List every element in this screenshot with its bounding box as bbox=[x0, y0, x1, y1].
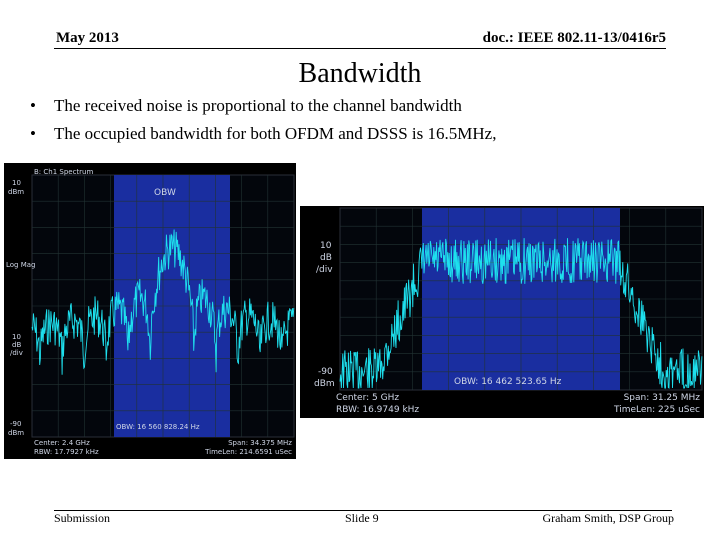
ref-bottom: -90 bbox=[318, 367, 333, 377]
center-freq: Center: 5 GHz bbox=[336, 393, 399, 403]
bullet-text: The received noise is proportional to th… bbox=[54, 96, 462, 115]
ref-bottom-unit: dBm bbox=[8, 429, 24, 437]
footer-slide-number: Slide 9 bbox=[345, 511, 379, 525]
header-doc-id: doc.: IEEE 802.11-13/0416r5 bbox=[482, 30, 666, 46]
obw-label: OBW bbox=[154, 188, 176, 198]
center-freq: Center: 2.4 GHz bbox=[34, 439, 90, 447]
bullet-text: The occupied bandwidth for both OFDM and… bbox=[54, 124, 497, 143]
div-unit: dB bbox=[12, 341, 21, 349]
obw-readout: OBW: 16 462 523.65 Hz bbox=[454, 377, 562, 387]
bullet-item: • The occupied bandwidth for both OFDM an… bbox=[30, 123, 496, 151]
footer-submission: Submission bbox=[54, 511, 111, 525]
spectrum-left-image: B: Ch1 Spectrum OBW 10 dBm Log Mag 10 dB… bbox=[4, 163, 296, 459]
ref-top: 10 bbox=[12, 179, 21, 187]
div-unit: /div bbox=[316, 265, 333, 275]
slide-title: Bandwidth bbox=[298, 58, 422, 89]
bullet-list: • The received noise is proportional to t… bbox=[30, 95, 496, 151]
time-len: TimeLen: 214.6591 uSec bbox=[204, 448, 292, 456]
spectrum-left-svg: B: Ch1 Spectrum OBW 10 dBm Log Mag 10 dB… bbox=[4, 163, 296, 459]
bullet-dot: • bbox=[30, 124, 36, 143]
div-unit: dB bbox=[320, 253, 332, 263]
footer-divider bbox=[54, 510, 672, 511]
header-divider bbox=[54, 48, 666, 49]
span: Span: 31.25 MHz bbox=[624, 393, 701, 403]
time-len: TimeLen: 225 uSec bbox=[613, 405, 700, 415]
rbw: RBW: 17.7927 kHz bbox=[34, 448, 99, 456]
ref-top-unit: dBm bbox=[8, 188, 24, 196]
div-value: 10 bbox=[12, 333, 21, 341]
spectrum-trace bbox=[31, 229, 295, 375]
spectrum-right-svg: 10 dB /div -90 dBm OBW: 16 462 523.65 Hz… bbox=[300, 206, 704, 418]
bullet-item: • The received noise is proportional to t… bbox=[30, 95, 496, 123]
bullet-dot: • bbox=[30, 96, 36, 115]
ref-bottom: -90 bbox=[10, 420, 21, 428]
spectrum-right-image: 10 dB /div -90 dBm OBW: 16 462 523.65 Hz… bbox=[300, 206, 704, 418]
scale-type: Log Mag bbox=[6, 261, 36, 269]
panel-title: B: Ch1 Spectrum bbox=[34, 168, 93, 176]
footer-author: Graham Smith, DSP Group bbox=[542, 511, 674, 525]
div-value: 10 bbox=[320, 241, 332, 251]
obw-readout: OBW: 16 560 828.24 Hz bbox=[116, 423, 200, 431]
rbw: RBW: 16.9749 kHz bbox=[336, 405, 419, 415]
spectrum-trace bbox=[339, 238, 703, 389]
span: Span: 34.375 MHz bbox=[228, 439, 292, 447]
ref-bottom-unit: dBm bbox=[314, 379, 335, 389]
header-date: May 2013 bbox=[56, 30, 119, 46]
div-unit: /div bbox=[10, 349, 23, 357]
